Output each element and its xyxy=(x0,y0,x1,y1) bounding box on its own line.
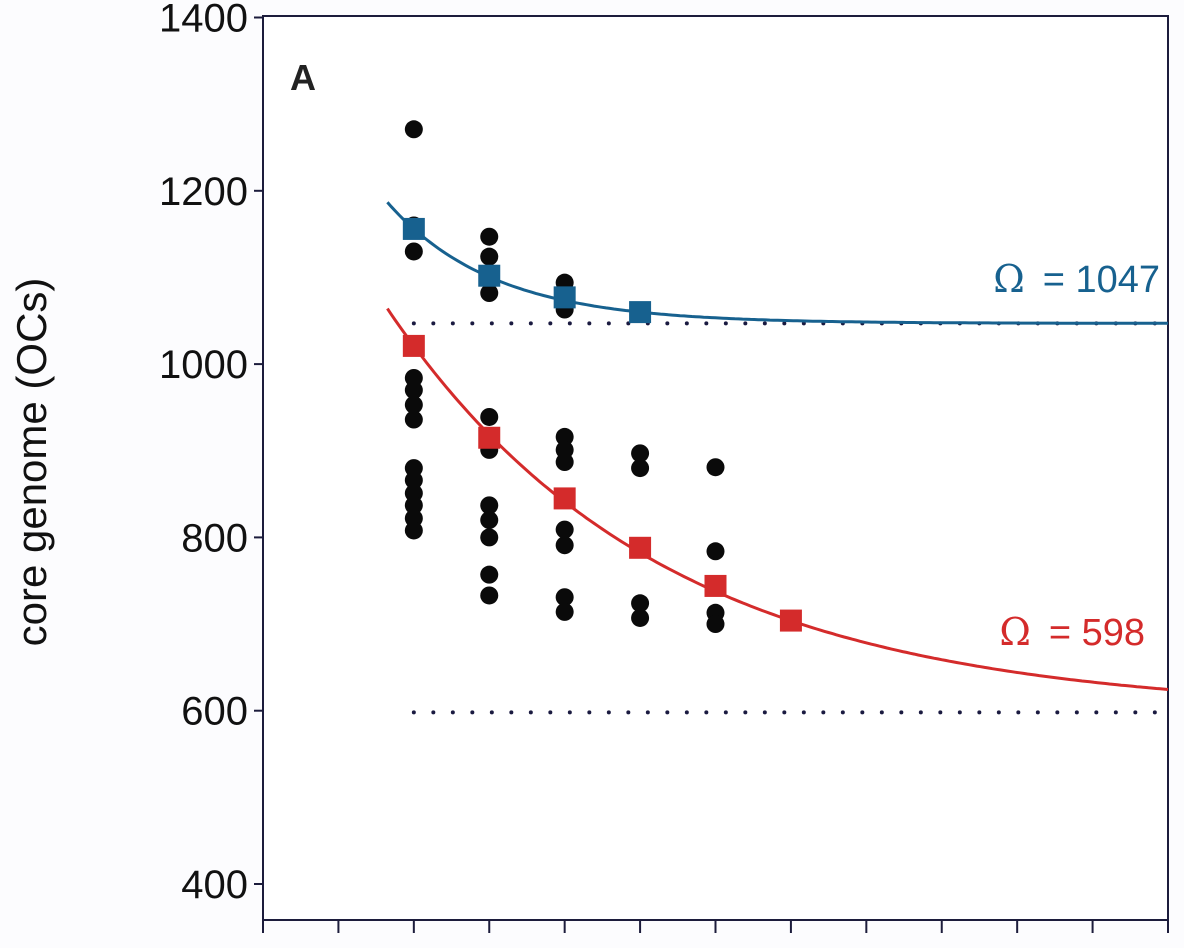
data-point xyxy=(404,395,423,414)
data-point xyxy=(480,496,499,515)
data-point xyxy=(404,242,423,261)
data-point xyxy=(555,427,574,446)
data-point xyxy=(404,381,423,400)
y-tick-label: 600 xyxy=(181,690,248,734)
annotation-lower: Ω = 598 xyxy=(999,610,1145,654)
omega-symbol-upper: Ω xyxy=(993,257,1025,301)
omega-value-upper: = 1047 xyxy=(1043,259,1160,301)
mean-marker-upper xyxy=(629,301,652,324)
y-tick-label: 400 xyxy=(181,863,248,907)
data-point xyxy=(480,247,499,266)
y-tick-label: 1000 xyxy=(159,343,248,387)
mean-marker-lower xyxy=(704,574,727,597)
data-point xyxy=(480,565,499,584)
data-point xyxy=(706,615,725,634)
data-point xyxy=(706,458,725,477)
data-point xyxy=(631,444,650,463)
data-point xyxy=(480,528,499,547)
y-tick-label: 1200 xyxy=(159,170,248,214)
data-point xyxy=(404,120,423,139)
mean-marker-upper xyxy=(478,264,501,287)
data-point xyxy=(555,453,574,472)
data-point xyxy=(480,511,499,530)
mean-marker-lower xyxy=(629,536,652,559)
y-tick-label: 800 xyxy=(181,516,248,560)
y-axis-label: core genome (OCs) xyxy=(8,278,55,647)
mean-marker-upper xyxy=(553,286,576,309)
data-point xyxy=(404,496,423,515)
annotation-upper: Ω = 1047 xyxy=(993,257,1160,301)
mean-marker-upper xyxy=(402,217,425,240)
y-tick-label: 1400 xyxy=(159,0,248,41)
omega-symbol-lower: Ω xyxy=(999,610,1031,654)
data-point xyxy=(631,459,650,478)
data-point xyxy=(555,536,574,555)
mean-marker-lower xyxy=(402,334,425,357)
data-point xyxy=(480,284,499,303)
data-point xyxy=(706,542,725,561)
data-point xyxy=(404,410,423,429)
data-point xyxy=(480,227,499,246)
data-point xyxy=(631,608,650,627)
panel-label: A xyxy=(290,57,316,98)
data-point xyxy=(555,520,574,539)
fit-curve-lower xyxy=(386,307,1169,691)
data-point xyxy=(404,521,423,540)
data-point xyxy=(404,471,423,490)
data-point xyxy=(555,602,574,621)
mean-marker-lower xyxy=(553,487,576,510)
mean-marker-lower xyxy=(478,426,501,449)
data-point xyxy=(480,407,499,426)
data-point xyxy=(555,588,574,607)
mean-marker-lower xyxy=(779,609,802,632)
omega-value-lower: = 598 xyxy=(1049,612,1145,654)
data-point xyxy=(480,586,499,605)
fit-curve-upper xyxy=(386,201,1168,325)
data-point xyxy=(631,594,650,613)
